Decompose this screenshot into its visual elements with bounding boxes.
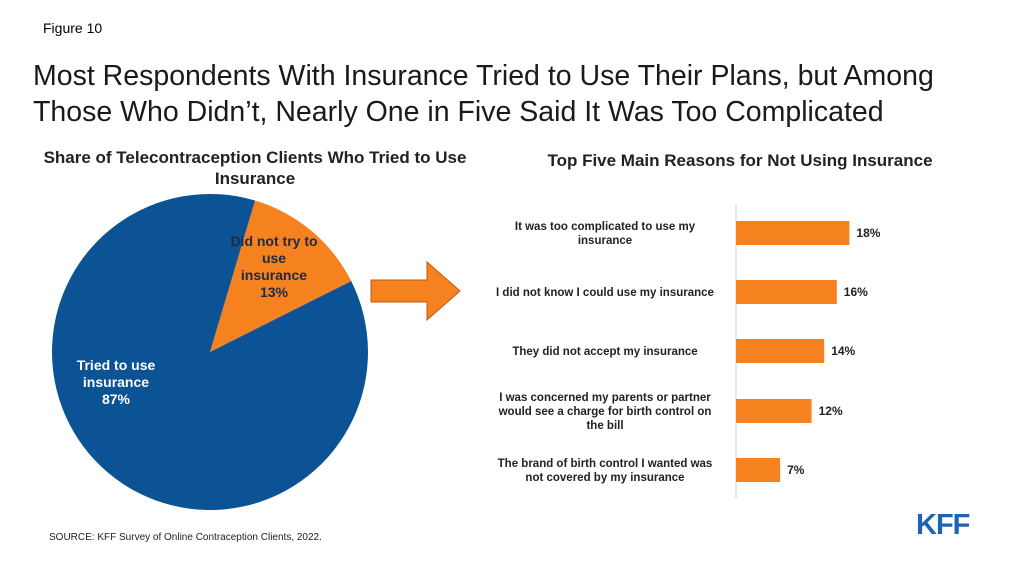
bar-2: [736, 280, 837, 304]
bar-value-label-2: 16%: [844, 285, 868, 299]
bar-value-label-5: 7%: [787, 463, 805, 477]
pie-label-not-tried-name: Did not try to use insurance: [230, 233, 318, 283]
bar-value-label-1: 18%: [856, 226, 880, 240]
category-label-5: The brand of birth control I wanted was n…: [498, 458, 713, 484]
bar-value-label-4: 12%: [819, 404, 843, 418]
pie-slice-tried: [52, 194, 369, 510]
pie-label-tried-value: 87%: [101, 391, 131, 407]
bar-3: [736, 339, 825, 363]
pie-label-tried: Tried to use insurance 87%: [68, 357, 164, 408]
bar-5: [736, 458, 781, 482]
bar-4: [736, 399, 812, 423]
arrow-shape: [370, 261, 461, 321]
arrow-icon: [370, 261, 461, 321]
pie-chart-title: Share of Telecontraception Clients Who T…: [43, 148, 467, 188]
pie-slice-not-tried: [210, 200, 352, 352]
pie-label-tried-name: Tried to use insurance: [76, 357, 156, 390]
category-label-4: I was concerned my parents or partner wou…: [498, 392, 712, 432]
category-label-1: It was too complicated to use my insuranc…: [515, 221, 696, 247]
category-label-3: They did not accept my insurance: [512, 346, 697, 358]
page-title: Most Respondents With Insurance Tried to…: [33, 60, 934, 128]
kff-logo: KFF: [916, 509, 970, 541]
category-label-2: I did not know I could use my insurance: [496, 287, 714, 299]
figure-label: Figure 10: [43, 20, 103, 36]
bar-1: [736, 221, 850, 245]
bar-value-label-3: 14%: [831, 344, 855, 358]
bar-chart-title: Top Five Main Reasons for Not Using Insu…: [547, 151, 933, 170]
source-note: SOURCE: KFF Survey of Online Contracepti…: [49, 532, 322, 543]
pie-label-not-tried-value: 13%: [259, 284, 289, 300]
pie-label-not-tried: Did not try to use insurance 13%: [228, 233, 320, 301]
